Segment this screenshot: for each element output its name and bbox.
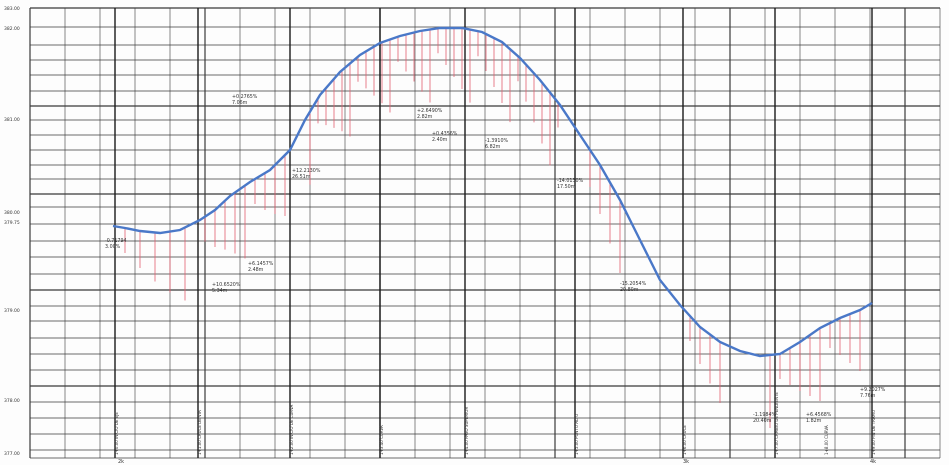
curve-parameter-label: 17.50m — [557, 184, 576, 190]
bottom-station-label: 3k — [683, 459, 689, 465]
elevation-label: 378.00 — [4, 398, 20, 404]
elevation-label: 380.00 — [4, 210, 20, 216]
station-vertical-text: 1+3.40 CURVA — [379, 425, 384, 455]
station-vertical-text: 1+0.00 INICIO DE EJE — [114, 412, 119, 455]
elevation-label: 382.00 — [4, 26, 20, 32]
curve-parameter-label: 26.51m — [292, 174, 311, 180]
curve-parameter-label: +0.4356% — [432, 131, 458, 137]
curve-parameter-label: 2.40m — [432, 137, 448, 143]
curve-parameter-label: -0.71794 — [105, 238, 127, 244]
curve-parameter-label: 7.06m — [232, 100, 248, 106]
curve-parameter-label: 5.34m — [212, 288, 228, 294]
curve-parameter-label: +10.6520% — [212, 282, 241, 288]
profile-curve — [112, 26, 873, 358]
station-texts: 1+0.00 INICIO DE EJE 1+1.00 CRUCE DE VIA 1… — [114, 392, 876, 455]
curve-parameter-label: 6.82m — [485, 144, 501, 150]
curve-parameter-label: -1.1984% — [753, 412, 777, 418]
curve-parameter-label: 7.76m — [860, 393, 876, 399]
station-vertical-text: 1+7.00 CAMBIO DE PENDIENTE — [774, 392, 779, 455]
elevation-label: 383.00 — [4, 6, 20, 12]
bottom-station-label: 4k — [870, 459, 876, 465]
elevation-label: 379.00 — [4, 308, 20, 314]
curve-parameter-label: 2.82m — [417, 114, 433, 120]
station-lines — [114, 8, 873, 458]
curve-parameter-label: -14.0130% — [557, 178, 584, 184]
bottom-station-label: 2k — [118, 459, 124, 465]
curve-parameter-label: -15.2054% — [620, 281, 647, 287]
elevation-label: 381.00 — [4, 117, 20, 123]
curve-parameter-label: +0.2765% — [232, 94, 258, 100]
station-vertical-text: 1+6.00 CRUCE — [682, 425, 687, 455]
curve-parameter-label: 2.48m — [248, 267, 264, 273]
bottom-labels: 2k 3k 4k — [118, 459, 876, 465]
curve-parameter-label: 3.00% — [105, 244, 121, 250]
station-vertical-text: 1+8.00 CURVA — [824, 425, 829, 455]
curve-parameter-label: +6.1457% — [248, 261, 274, 267]
curve-parameter-label: 20.80m — [620, 287, 639, 293]
curve-parameter-label: +12.2130% — [292, 168, 321, 174]
curve-parameter-label: 20.40m — [753, 418, 772, 424]
elevation-label: 377.00 — [4, 451, 20, 457]
elevation-labels: 383.00 382.00 381.00 380.00 379.75 379.00 378.… — [4, 6, 20, 457]
curve-parameter-label: +2.6490% — [417, 108, 443, 114]
curve-parameter-label: -1.3910% — [485, 138, 509, 144]
station-vertical-text: 1+5.00 PUNTO ALTO — [574, 414, 579, 455]
curve-parameter-label: 1.82m — [806, 418, 822, 424]
grid-lines — [29, 7, 941, 459]
station-vertical-text: 1+9.00 FIN DE TRAMO — [871, 410, 876, 455]
elevation-label: 379.75 — [4, 220, 20, 226]
curve-parameter-label: +9.2027% — [860, 387, 886, 393]
curve-parameter-label: +6.4568% — [806, 412, 832, 418]
station-vertical-text: 1+2.00 INICIO DE CURVA — [289, 405, 294, 455]
station-vertical-text: 1+4.00 PASO SUPERIOR — [464, 407, 469, 455]
station-vertical-text: 1+1.00 CRUCE DE VIA — [197, 410, 202, 455]
station-markers — [124, 28, 861, 428]
